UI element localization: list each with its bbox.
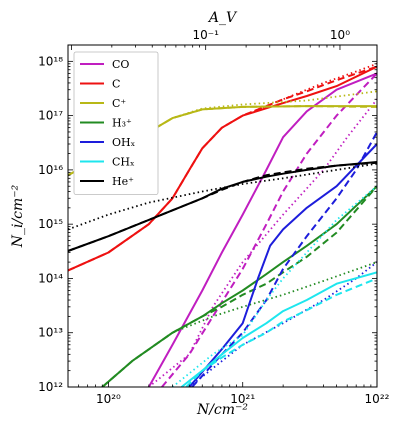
top-tick-label: 10⁰ xyxy=(330,28,350,42)
y-tick-label: 10¹⁷ xyxy=(38,109,63,123)
y-tick-label: 10¹³ xyxy=(38,326,63,340)
series-line-5-solid xyxy=(180,271,377,387)
series-line-6-solid xyxy=(68,161,377,252)
y-tick-label: 10¹⁸ xyxy=(38,54,63,68)
y-axis-label: N_i/cm⁻² xyxy=(10,184,26,248)
series-line-5-dashed xyxy=(185,277,377,387)
series-line-6-dotted xyxy=(68,162,377,231)
x-axis-label: N/cm⁻² xyxy=(196,402,248,418)
axes: 10¹² 10¹³ 10¹⁴ 10¹⁵ 10¹⁶ 10¹⁷ 10¹⁸ 10²⁰ 10²¹ 10²²… xyxy=(10,10,390,418)
x-tick-label: 10²¹ xyxy=(230,392,255,406)
legend-label: H₃⁺ xyxy=(112,117,132,130)
series-line-4-dotted xyxy=(188,261,377,387)
legend-box xyxy=(73,51,159,195)
series-line-0-dotted xyxy=(148,98,377,387)
top-tick-label: 10⁻¹ xyxy=(192,28,219,42)
series-line-3-solid xyxy=(101,185,377,387)
legend-label: OHₓ xyxy=(112,136,136,149)
series-line-0-solid xyxy=(147,72,377,387)
y-tick-label: 10¹⁵ xyxy=(38,217,63,231)
series-line-3-dotted xyxy=(101,261,377,387)
y-tick-label: 10¹⁶ xyxy=(38,163,63,177)
y-tick-label: 10¹⁴ xyxy=(38,271,63,285)
legend-label: CHₓ xyxy=(112,156,135,169)
series-line-0-dashed xyxy=(161,72,377,387)
legend-label: C⁺ xyxy=(112,97,126,110)
legend-label: C xyxy=(112,78,120,91)
top-axis-label: A_V xyxy=(207,10,238,26)
series-line-4-dashed xyxy=(191,131,377,387)
series-line-1-solid xyxy=(68,65,377,272)
legend-label: He⁺ xyxy=(112,175,134,188)
series-line-4-solid xyxy=(188,143,377,387)
y-tick-label: 10¹² xyxy=(38,380,63,394)
x-tick-label: 10²² xyxy=(365,392,390,406)
legend: CO C C⁺ H₃⁺ OHₓ CHₓ He⁺ xyxy=(73,51,159,195)
plot-frame xyxy=(67,44,378,388)
legend-label: CO xyxy=(112,58,129,71)
x-tick-label: 10²⁰ xyxy=(96,392,121,406)
series-line-3-dashed xyxy=(101,185,377,387)
series-lines xyxy=(68,62,377,387)
plot-area xyxy=(68,62,377,387)
